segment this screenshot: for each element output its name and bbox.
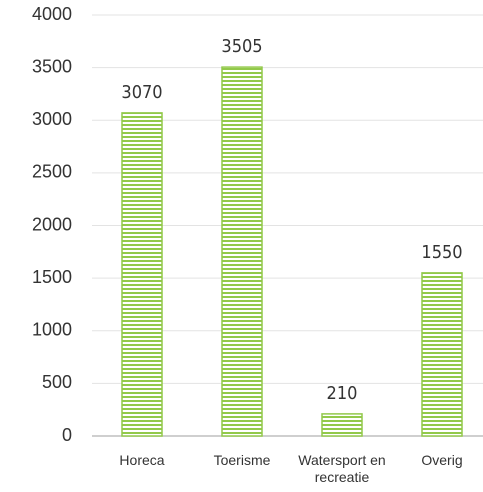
bar — [421, 272, 463, 437]
data-label: 210 — [327, 383, 358, 404]
data-label: 1550 — [421, 242, 462, 263]
y-tick-label: 3000 — [32, 109, 72, 129]
bar — [321, 413, 363, 437]
bar — [121, 112, 163, 437]
y-tick-label: 0 — [62, 425, 72, 445]
y-tick-label: 1000 — [32, 320, 72, 340]
bar — [221, 66, 263, 437]
x-tick-label: Horeca — [119, 452, 165, 468]
x-tick-label: Overig — [421, 452, 463, 468]
x-tick-label: Watersport en recreatie — [298, 452, 386, 485]
data-label: 3505 — [221, 36, 262, 57]
y-tick-label: 2500 — [32, 162, 72, 182]
y-tick-label: 500 — [42, 372, 72, 392]
y-tick-label: 2000 — [32, 214, 72, 234]
y-tick-label: 1500 — [32, 267, 72, 287]
data-label: 3070 — [121, 82, 162, 103]
x-tick-label: Toerisme — [213, 452, 271, 468]
y-tick-label: 4000 — [32, 4, 72, 24]
y-tick-label: 3500 — [32, 56, 72, 76]
